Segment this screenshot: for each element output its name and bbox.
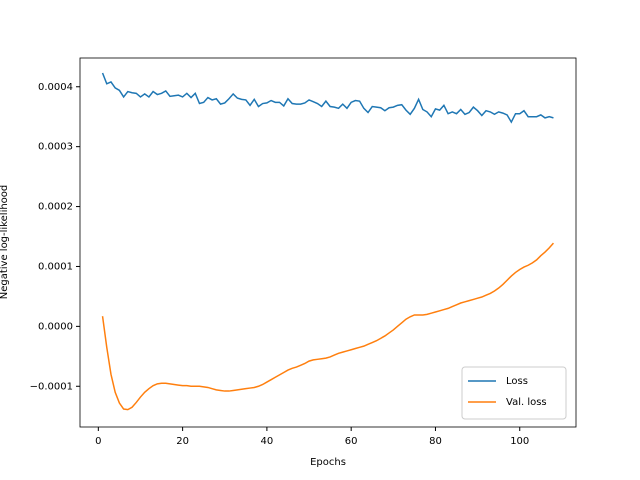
x-tick-label: 60 (345, 436, 358, 447)
y-tick-label: −0.0001 (30, 381, 73, 392)
y-tick-label: 0.0000 (38, 321, 73, 332)
y-tick-label: 0.0002 (38, 202, 73, 213)
axes-frame (79, 57, 577, 428)
y-axis-label: Negative log-likelihood (0, 185, 10, 300)
x-tick-label: 40 (261, 436, 274, 447)
x-tick-label: 80 (429, 436, 442, 447)
x-tick-label: 20 (176, 436, 189, 447)
y-tick-label: 0.0003 (38, 142, 73, 153)
y-tick-label: 0.0004 (38, 82, 73, 93)
x-axis-label: Epochs (310, 457, 346, 468)
legend-box (461, 366, 567, 420)
x-tick-label: 100 (510, 436, 529, 447)
x-tick-label: 0 (95, 436, 101, 447)
legend-label: Val. loss (506, 397, 547, 408)
line-series (101, 72, 554, 124)
legend-label: Loss (506, 376, 528, 387)
y-tick-label: 0.0001 (38, 261, 73, 272)
line-series (101, 242, 555, 411)
